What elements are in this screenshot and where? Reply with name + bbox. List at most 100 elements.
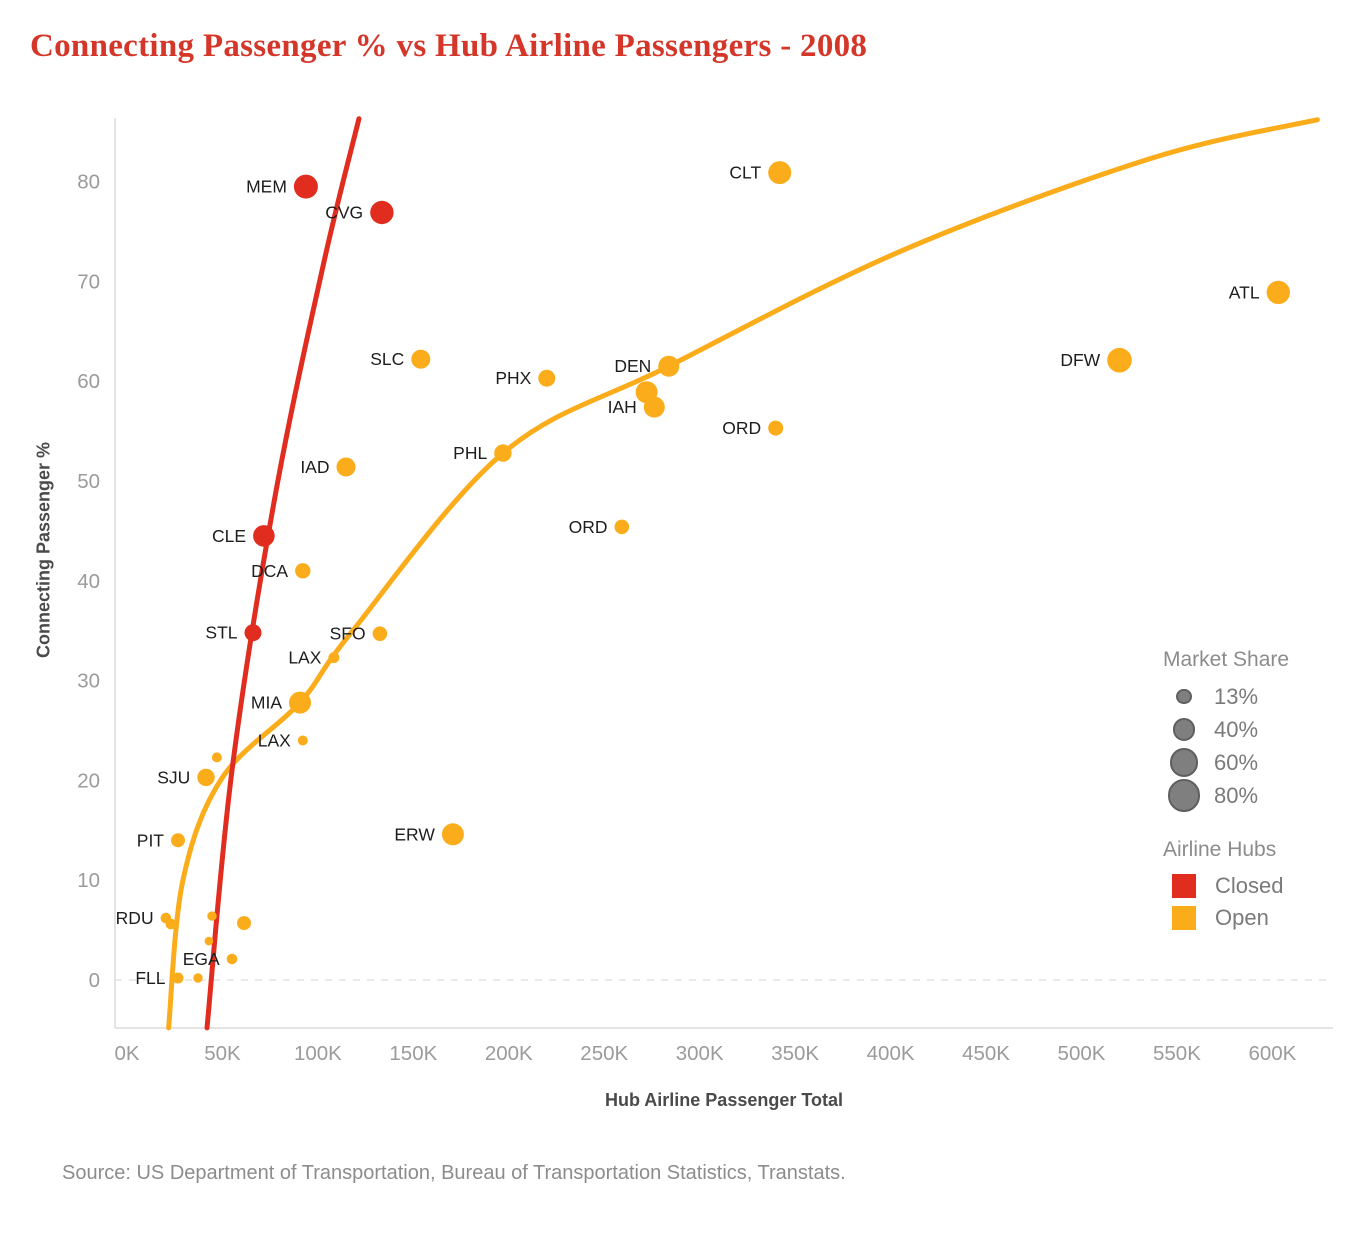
dca-data-point-label: DCA (251, 561, 288, 581)
data-point-dot (211, 752, 222, 763)
ord-data-point-label: ORD (722, 418, 761, 438)
market-share-bubble-icon (1172, 718, 1196, 741)
x-tick-label: 250K (580, 1042, 628, 1065)
y-tick-label: 60 (77, 370, 100, 393)
sju-data-point-label: SJU (157, 767, 190, 787)
open-fit-trendline (166, 117, 1320, 1031)
y-tick-label: 30 (77, 670, 100, 693)
phx-data-point-dot (538, 369, 556, 387)
market-share-legend-item: 13% (1163, 680, 1353, 713)
legend: Market Share 13% 40% 60% 80% Airline Hubs C… (1163, 648, 1353, 934)
sfo-data-point-label: SFO (330, 624, 366, 644)
market-share-legend-item: 60% (1163, 746, 1353, 779)
ega-data-point-label: EGA (183, 949, 220, 969)
stl-data-point-dot (244, 624, 262, 642)
ord-data-point-label: ORD (569, 517, 608, 537)
x-tick-label: 550K (1153, 1042, 1201, 1065)
cvg-data-point-label: CVG (325, 203, 363, 223)
y-tick-label: 70 (77, 270, 100, 293)
fll-data-point-dot (172, 972, 184, 984)
open-swatch-icon (1172, 906, 1196, 930)
mem-data-point-dot (293, 174, 318, 199)
x-tick-label: 400K (867, 1042, 915, 1065)
dfw-data-point-label: DFW (1060, 350, 1100, 370)
market-share-legend-item: 40% (1163, 713, 1353, 746)
market-share-legend-items: 13% 40% 60% 80% (1163, 680, 1353, 812)
x-tick-label: 200K (485, 1042, 533, 1065)
iad-data-point-label: IAD (300, 457, 329, 477)
x-tick-label: 500K (1058, 1042, 1106, 1065)
airline-hubs-legend-title: Airline Hubs (1163, 838, 1277, 861)
ord-data-point-dot (768, 420, 784, 436)
atl-data-point-dot (1266, 280, 1291, 305)
source-note: Source: US Department of Transportation,… (62, 1162, 846, 1184)
x-tick-label: 50K (204, 1042, 241, 1065)
market-share-bubble-label: 80% (1214, 782, 1259, 808)
mia-data-point-label: MIA (251, 693, 282, 713)
x-axis-title: Hub Airline Passenger Total (604, 1090, 844, 1110)
closed-fit-trendline (204, 116, 362, 1031)
den-data-point-dot (658, 355, 680, 377)
slc-data-point-dot (411, 349, 431, 369)
pit-data-point-label: PIT (137, 830, 165, 850)
data-point-dot (237, 916, 251, 931)
market-share-bubble-icon (1176, 688, 1192, 705)
lax-data-point-label: LAX (288, 648, 321, 668)
y-tick-label: 50 (77, 470, 100, 493)
stl-data-point-label: STL (205, 623, 237, 643)
x-tick-label: 600K (1248, 1042, 1296, 1065)
phx-data-point-label: PHX (495, 368, 531, 388)
market-share-legend-title: Market Share (1163, 648, 1290, 671)
market-share-bubble-icon (1167, 779, 1201, 812)
lax-data-point-dot (297, 735, 308, 746)
data-point-dot (207, 911, 217, 921)
sfo-data-point-dot (372, 626, 388, 641)
data-point-dot (204, 936, 214, 946)
x-tick-label: 450K (962, 1042, 1010, 1065)
pit-data-point-dot (171, 833, 185, 848)
iah-data-point-dot (643, 396, 665, 418)
phl-data-point-dot (494, 444, 512, 462)
airline-hubs-legend-items: Closed Open (1163, 870, 1353, 934)
cle-data-point-label: CLE (212, 526, 246, 546)
cle-data-point-dot (253, 525, 275, 547)
rdu-data-point-label: RDU (116, 908, 154, 928)
lax-data-point-dot (328, 652, 340, 664)
market-share-bubble-label: 60% (1214, 749, 1259, 775)
dca-data-point-dot (295, 563, 311, 579)
mem-data-point-label: MEM (246, 177, 287, 197)
airline-hub-legend-label: Closed (1215, 873, 1284, 898)
market-share-bubble-label: 40% (1214, 716, 1259, 742)
fll-data-point-label: FLL (135, 968, 165, 988)
y-axis-title: Connecting Passenger % (33, 441, 54, 659)
y-tick-label: 80 (77, 171, 100, 194)
cvg-data-point-dot (370, 200, 394, 225)
x-tick-label: 150K (389, 1042, 437, 1065)
erw-data-point-dot (441, 823, 464, 846)
atl-data-point-label: ATL (1229, 282, 1260, 302)
airline-hub-legend-item: Closed (1163, 870, 1353, 902)
market-share-bubble-icon (1169, 748, 1199, 777)
market-share-bubble-label: 13% (1214, 683, 1259, 709)
airline-hub-legend-item: Open (1163, 902, 1353, 934)
mia-data-point-dot (289, 691, 311, 714)
clt-data-point-dot (768, 161, 792, 185)
x-tick-label: 100K (294, 1042, 342, 1065)
y-tick-label: 40 (77, 570, 100, 593)
page-title: Connecting Passenger % vs Hub Airline Pa… (30, 28, 868, 64)
dfw-data-point-dot (1107, 347, 1132, 373)
den-data-point-label: DEN (614, 356, 651, 376)
market-share-legend-item: 80% (1163, 779, 1353, 812)
x-tick-label: 0K (114, 1042, 139, 1065)
iah-data-point-label: IAH (608, 397, 637, 417)
ord-data-point-dot (614, 519, 630, 535)
x-tick-label: 350K (771, 1042, 819, 1065)
slc-data-point-label: SLC (370, 349, 404, 369)
airline-hub-legend-label: Open (1215, 905, 1269, 930)
lax-data-point-label: LAX (258, 731, 291, 751)
y-tick-label: 20 (77, 769, 100, 792)
iad-data-point-dot (336, 457, 356, 477)
y-tick-label: 0 (89, 969, 100, 992)
